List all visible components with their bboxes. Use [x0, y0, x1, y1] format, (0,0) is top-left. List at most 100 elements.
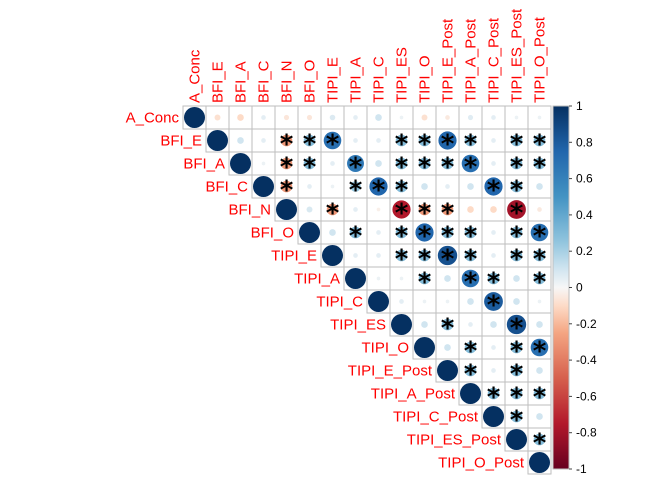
correlation-circle: [415, 223, 434, 242]
column-labels: A_Conc BFI_E BFI_A BFI_C BFI_N BFI_O TIPI_E TIP…: [187, 8, 549, 103]
correlation-circle: [368, 291, 389, 312]
correlation-circle: [306, 114, 313, 121]
correlation-circle: [375, 114, 382, 121]
correlation-circle: [184, 107, 205, 128]
correlation-circle: [464, 341, 477, 354]
colorbar-tick-label: 0.4: [576, 208, 593, 222]
correlation-circle: [280, 180, 293, 193]
row-label: TIPI_ES_Post: [407, 432, 502, 449]
row-label: TIPI_E: [271, 248, 317, 265]
correlation-circle: [445, 115, 450, 120]
column-label: TIPI_A: [348, 57, 365, 103]
correlation-circle: [376, 253, 381, 258]
correlation-circle: [491, 138, 496, 143]
correlation-circle: [303, 134, 316, 147]
correlation-circle: [437, 245, 458, 266]
row-label: TIPI_O: [361, 340, 409, 357]
correlation-circle: [468, 322, 473, 327]
column-label: TIPI_O: [417, 55, 434, 103]
colorbar-tick-label: -0.4: [576, 353, 597, 367]
correlation-circle: [441, 203, 454, 216]
correlation-circle: [445, 299, 450, 304]
column-label: TIPI_ES: [394, 47, 411, 103]
column-label: BFI_A: [233, 61, 250, 103]
correlation-circle: [460, 383, 481, 404]
row-label: TIPI_A_Post: [371, 386, 456, 403]
correlation-circle: [307, 184, 312, 189]
correlation-circle: [421, 321, 428, 328]
correlation-circle: [322, 245, 343, 266]
correlation-circle: [347, 155, 364, 172]
colorbar-tick-label: 0.8: [576, 135, 593, 149]
row-label: BFI_O: [251, 225, 294, 242]
correlation-circle: [329, 114, 336, 121]
correlation-circle: [487, 387, 500, 400]
correlation-circle: [306, 206, 313, 213]
correlation-circle: [507, 200, 526, 219]
correlation-circle: [323, 131, 342, 150]
correlation-circle: [414, 337, 435, 358]
colorbar-tick-label: -0.6: [576, 389, 597, 403]
correlation-circle: [280, 134, 293, 147]
correlation-circle: [353, 115, 358, 120]
correlation-circle: [510, 410, 523, 423]
row-label: BFI_N: [228, 202, 271, 219]
correlation-circle: [510, 364, 523, 377]
correlation-cells: * * * * * * * * ** * * * * * * * ** * * * * ** * * * ** * * * * * ** * * *…: [182, 105, 552, 475]
correlation-circle: [533, 272, 546, 285]
row-label: A_Conc: [126, 110, 180, 127]
correlation-circle: [253, 176, 274, 197]
correlation-circle: [484, 177, 503, 196]
column-label: TIPI_E: [325, 57, 342, 103]
correlation-circle: [283, 114, 290, 121]
correlation-circle: [491, 161, 496, 166]
correlation-circle: [536, 367, 543, 374]
colorbar-tick-label: 0.2: [576, 244, 593, 258]
colorbar-tick-label: -0.2: [576, 317, 597, 331]
correlation-circle: [537, 299, 542, 304]
correlation-circle: [506, 314, 527, 335]
correlation-circle: [261, 138, 266, 143]
correlation-circle: [510, 134, 523, 147]
correlation-circle: [510, 341, 523, 354]
correlation-circle: [464, 134, 477, 147]
correlation-circle: [353, 138, 358, 143]
correlation-circle: [350, 181, 361, 192]
correlation-circle: [444, 275, 451, 282]
correlation-circle: [467, 206, 474, 213]
row-label: TIPI_C: [316, 294, 363, 311]
correlation-circle: [490, 321, 497, 328]
row-label: BFI_C: [205, 179, 248, 196]
correlation-circle: [533, 134, 546, 147]
row-label: TIPI_E_Post: [348, 363, 433, 380]
correlation-circle: [422, 299, 427, 304]
correlation-circle: [533, 157, 546, 170]
column-label: BFI_N: [279, 60, 296, 103]
correlation-circle: [467, 183, 474, 190]
row-label: TIPI_A: [294, 271, 340, 288]
row-label: TIPI_ES: [330, 317, 386, 334]
correlation-circle: [461, 154, 480, 173]
column-label: TIPI_E_Post: [440, 18, 457, 103]
correlation-circle: [237, 137, 244, 144]
column-label: A_Conc: [187, 49, 204, 103]
correlation-circle: [391, 314, 412, 335]
correlation-circle: [207, 130, 228, 151]
correlation-circle: [467, 298, 474, 305]
correlation-circle: [276, 199, 297, 220]
correlation-circle: [418, 157, 431, 170]
colorbar-tick-label: -0.8: [576, 426, 597, 440]
correlation-circle: [537, 207, 542, 212]
correlation-circle: [510, 157, 523, 170]
correlation-circle: [329, 229, 336, 236]
colorbar: 1 0.8 0.6 0.4 0.2 0 -0.2 -0.4 -0.6 -0.8 -1: [552, 99, 597, 476]
correlation-circle: [421, 114, 428, 121]
correlation-circle: [467, 114, 474, 121]
correlation-circle: [376, 276, 381, 281]
correlation-circle: [395, 134, 408, 147]
row-label: TIPI_C_Post: [393, 409, 479, 426]
correlation-circle: [491, 230, 496, 235]
correlation-circle: [261, 115, 266, 120]
column-label: TIPI_C: [371, 56, 388, 103]
correlation-circle: [533, 387, 546, 400]
